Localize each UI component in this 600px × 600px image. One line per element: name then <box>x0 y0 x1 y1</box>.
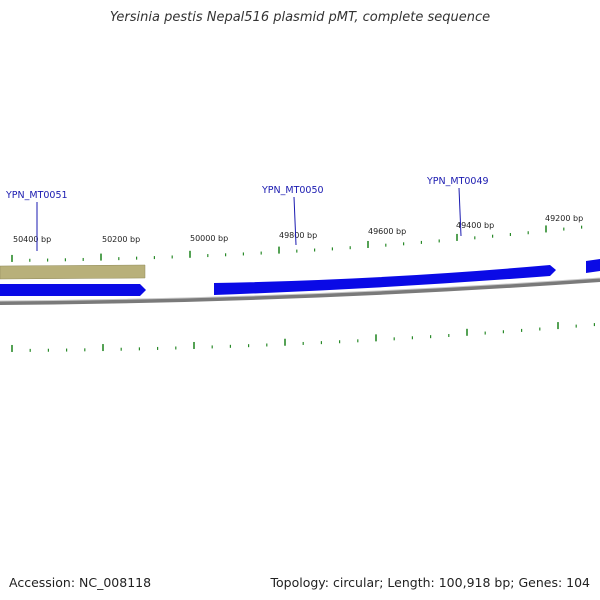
ruler-label-50400: 50400 bp <box>13 235 51 244</box>
ruler-label-49400: 49400 bp <box>456 221 494 230</box>
ruler-label-50000: 50000 bp <box>190 234 228 243</box>
ruler-label-49200: 49200 bp <box>545 214 583 223</box>
ruler-label-49600: 49600 bp <box>368 227 406 236</box>
gene-arrow-ypn-mt0048[interactable] <box>586 259 600 273</box>
plasmid-backbone <box>0 278 600 305</box>
map-title: Yersinia pestis Nepal516 plasmid pMT, co… <box>109 10 491 25</box>
accession-label: Accession: NC_008118 <box>9 575 152 590</box>
reverse-feature-bar[interactable] <box>0 264 146 280</box>
gene-label-ypn-mt0050[interactable]: YPN_MT0050 <box>261 185 324 196</box>
ruler-label-50200: 50200 bp <box>102 235 140 244</box>
gene-arrow-ypn-mt0051[interactable] <box>0 284 146 296</box>
gene-label-ypn-mt0051[interactable]: YPN_MT0051 <box>5 190 68 201</box>
plasmid-backbone-highlight <box>0 277 600 302</box>
outer-ticks <box>11 225 583 262</box>
gene-label-ypn-mt0049[interactable]: YPN_MT0049 <box>426 176 489 187</box>
inner-ticks <box>11 322 596 352</box>
gene-leader-ypn-mt0050 <box>293 196 297 246</box>
ruler-label-49800: 49800 bp <box>279 231 317 240</box>
topology-summary: Topology: circular; Length: 100,918 bp; … <box>270 575 591 590</box>
gene-arrow-ypn-mt0050[interactable] <box>214 265 556 295</box>
gene-leader-ypn-mt0049 <box>458 187 462 237</box>
